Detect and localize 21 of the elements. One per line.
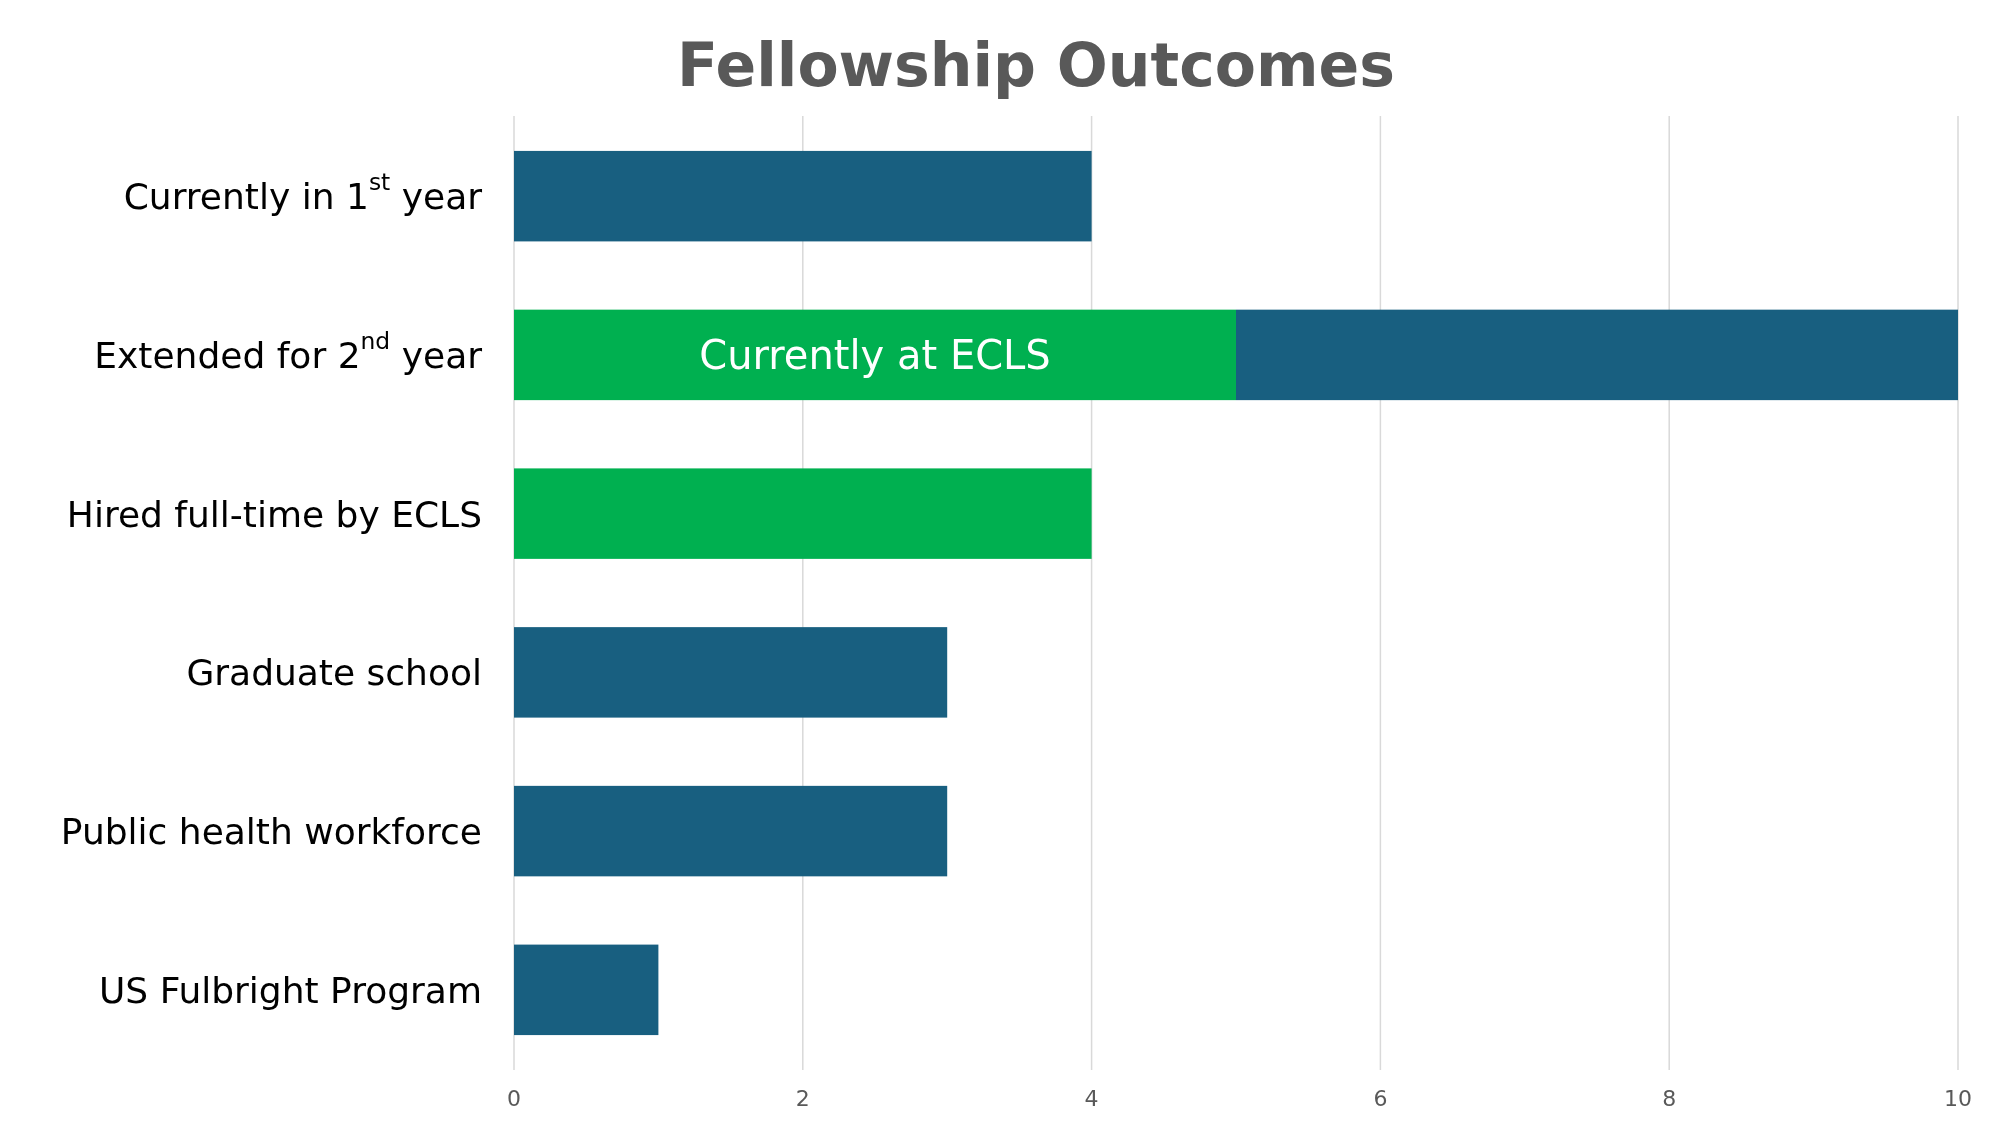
y-tick-label: Graduate school [186,651,482,693]
x-tick-label: 0 [507,1086,521,1111]
bar [514,150,1092,242]
bar [514,785,948,877]
y-tick-label: Currently in 1$^{st}$ year [123,168,483,217]
x-tick-label: 6 [1373,1086,1388,1111]
series-label: Currently at ECLS [699,331,1051,378]
bar [514,944,659,1036]
y-tick-label: US Fulbright Program [99,969,482,1011]
y-tick-label: Hired full-time by ECLS [66,493,482,535]
bar [514,309,1236,401]
bar [514,468,1092,559]
y-tick-label: Public health workforce [60,810,482,852]
y-tick-label: Extended for 2$^{nd}$ year [94,326,483,376]
chart-title: Fellowship Outcomes [677,30,1395,100]
x-tick-label: 8 [1662,1086,1677,1111]
bar [1236,309,1958,401]
x-tick-label: 10 [1944,1086,1972,1111]
x-tick-label: 4 [1084,1086,1099,1111]
x-tick-label: 2 [795,1086,810,1111]
bar [514,627,948,718]
